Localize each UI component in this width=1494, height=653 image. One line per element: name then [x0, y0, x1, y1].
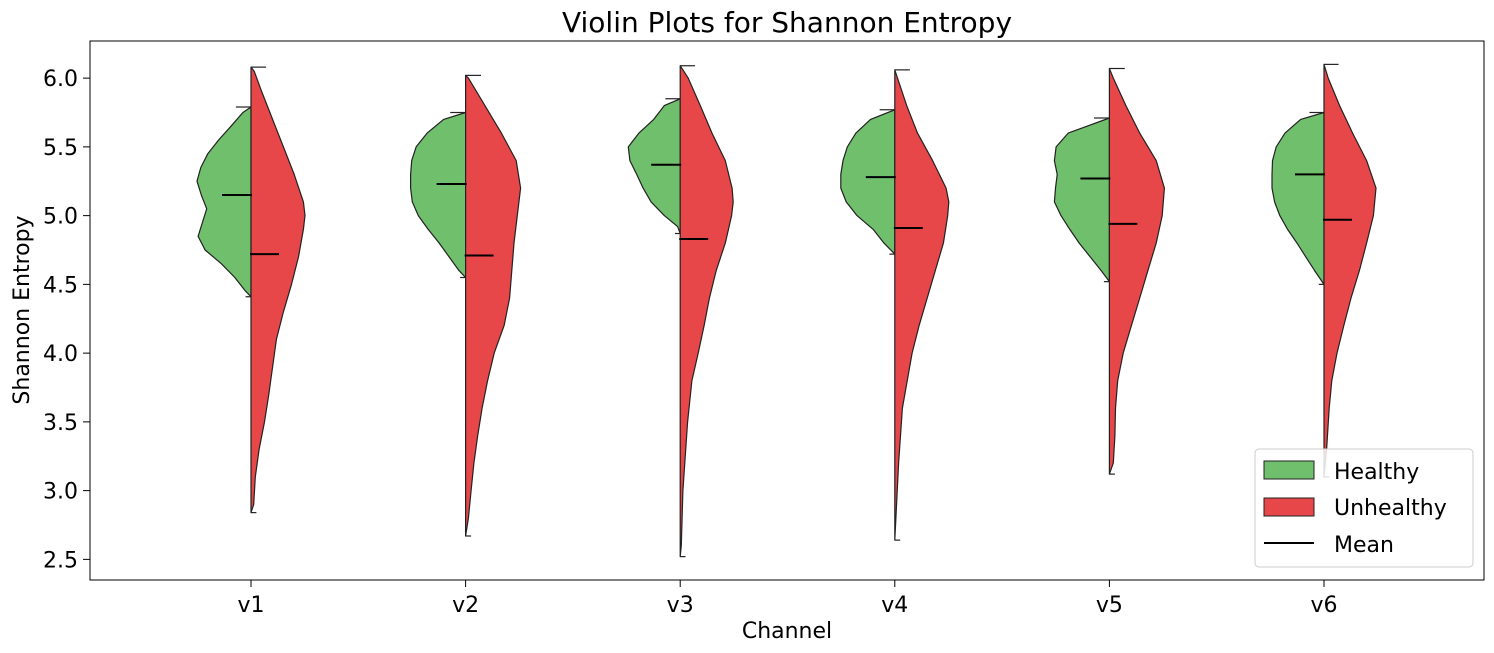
legend: Healthy Unhealthy Mean: [1254, 448, 1474, 568]
y-tick-label: 6.0: [43, 67, 78, 92]
y-tick-label: 2.5: [43, 548, 78, 573]
violin-healthy-v5: [1053, 117, 1110, 283]
x-tick-label-v1: v1: [237, 593, 264, 618]
x-tick-label-v6: v6: [1310, 593, 1337, 618]
x-axis-label: Channel: [742, 619, 832, 644]
violin-unhealthy-v2: [465, 74, 522, 537]
legend-label-healthy: Healthy: [1334, 460, 1419, 485]
x-tick-label-v4: v4: [881, 593, 908, 618]
x-tick-label-v5: v5: [1096, 593, 1123, 618]
y-tick-label: 4.0: [43, 342, 78, 367]
legend-swatch-unhealthy: [1263, 497, 1315, 517]
legend-swatch-healthy: [1263, 460, 1315, 480]
x-axis: v1 v2 v3 v4 v5 v6: [237, 580, 1338, 618]
violin-unhealthy-v5: [1108, 67, 1165, 475]
x-tick-label-v3: v3: [667, 593, 694, 618]
y-tick-label: 5.0: [43, 205, 78, 230]
y-axis-label: Shannon Entropy: [10, 215, 35, 404]
violin-healthy-v2: [410, 111, 467, 279]
chart-title: Violin Plots for Shannon Entropy: [562, 6, 1012, 39]
violin-healthy-v4: [840, 109, 896, 255]
violin-healthy-v1: [196, 106, 252, 298]
violin-healthy-v6: [1271, 111, 1325, 285]
legend-label-unhealthy: Unhealthy: [1334, 496, 1447, 521]
violin-healthy-v3: [627, 98, 681, 235]
x-tick-label-v2: v2: [452, 593, 479, 618]
y-tick-label: 5.5: [43, 136, 78, 161]
violin-unhealthy-v3: [679, 65, 734, 558]
y-tick-label: 4.5: [43, 273, 78, 298]
violin-unhealthy-v1: [250, 66, 306, 514]
y-tick-label: 3.0: [43, 480, 78, 505]
y-axis: 2.5 3.0 3.5 4.0 4.5 5.0 5.5 6.0: [43, 67, 90, 573]
mean-layer: [222, 163, 1352, 257]
violin-unhealthy-v6: [1323, 63, 1377, 478]
plot-frame: [89, 40, 1485, 581]
violin-unhealthy-v4: [894, 69, 950, 541]
y-tick-label: 3.5: [43, 411, 78, 436]
violin-layer: [196, 63, 1377, 558]
legend-label-mean: Mean: [1334, 533, 1394, 558]
